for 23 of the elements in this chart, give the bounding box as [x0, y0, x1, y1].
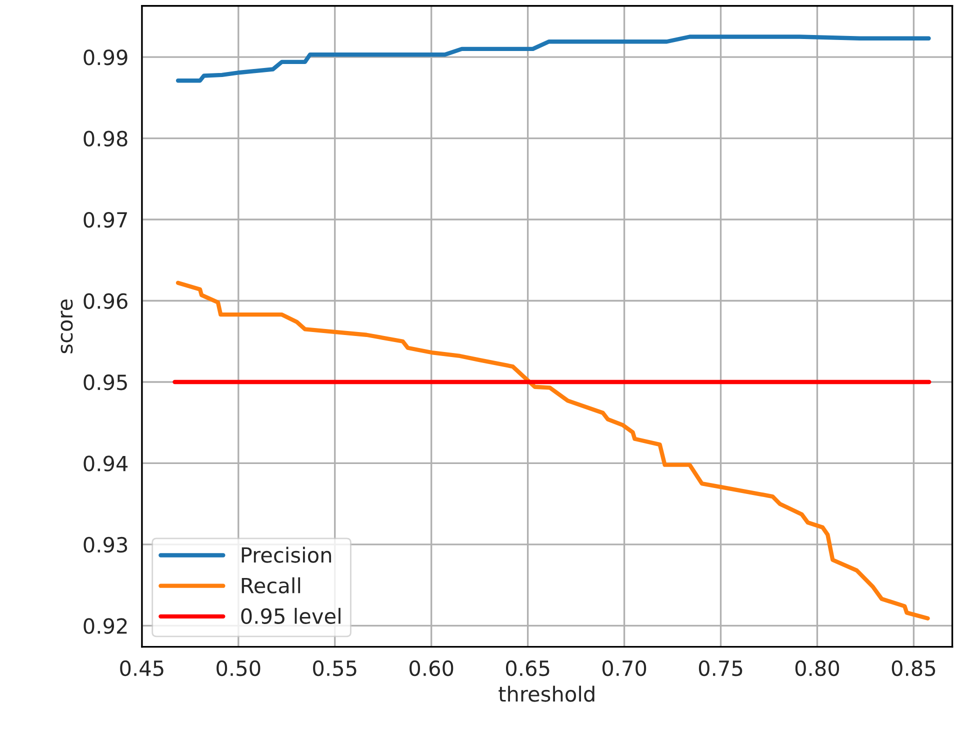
y-axis-title: score [60, 299, 73, 354]
y-tick-label: 0.94 [84, 456, 128, 472]
x-tick-label: 0.85 [892, 660, 936, 676]
x-axis-title: threshold [498, 686, 594, 702]
legend-label: Precision [242, 546, 332, 563]
y-tick-label: 0.93 [84, 536, 128, 553]
x-tick-label: 0.75 [698, 660, 742, 676]
x-tick-label: 0.55 [313, 660, 356, 676]
x-tick-label: 0.65 [506, 660, 550, 676]
x-tick-label: 0.70 [602, 660, 646, 676]
y-tick-label: 0.95 [84, 374, 127, 390]
legend-label: 0.95 level [241, 608, 340, 624]
y-tick-label: 0.97 [84, 212, 127, 228]
x-tick-label: 0.60 [410, 660, 454, 676]
y-tick-label: 0.98 [84, 130, 128, 146]
legend-label: Recall [242, 577, 300, 594]
y-tick-label: 0.99 [84, 50, 128, 66]
x-tick-label: 0.80 [795, 660, 840, 676]
y-tick-label: 0.92 [84, 618, 127, 634]
line-series [176, 34, 931, 83]
x-tick-label: 0.50 [216, 660, 260, 676]
x-tick-label: 0.45 [120, 660, 164, 676]
y-tick-label: 0.96 [84, 293, 128, 309]
